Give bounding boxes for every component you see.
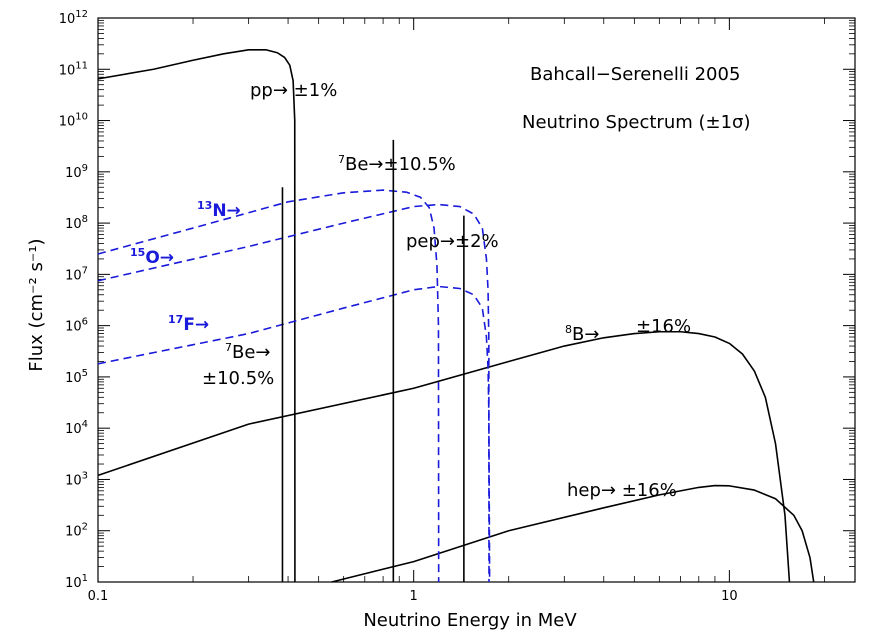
x-axis-title: Neutrino Energy in MeV — [363, 610, 577, 631]
label-be7-high: 7Be→±10.5% — [338, 153, 456, 175]
y-tick-label: 102 — [65, 522, 88, 540]
plot-frame — [97, 17, 856, 583]
y-axis-title: Flux (cm⁻² s⁻¹) — [26, 238, 47, 371]
label-o15: 15O→ — [130, 246, 174, 268]
y-tick-label: 101 — [65, 573, 88, 591]
y-tick-label: 1010 — [59, 112, 88, 130]
chart-title: Bahcall−Serenelli 2005 — [530, 64, 740, 85]
label-f17: 17F→ — [168, 313, 209, 335]
label-b8: 8B→ — [565, 323, 599, 345]
y-tick-label: 109 — [65, 163, 88, 181]
label-n13: 13N→ — [197, 199, 241, 221]
x-tick-label: 10 — [721, 589, 738, 604]
x-tick-label: 1 — [410, 589, 418, 604]
x-tick-label: 0.1 — [88, 589, 109, 604]
label-be7-low-unc: ±10.5% — [202, 368, 274, 389]
y-tick-label: 104 — [65, 419, 88, 437]
y-tick-label: 107 — [65, 265, 88, 283]
label-b8-uncertainty: ±16% — [636, 316, 691, 337]
y-tick-label: 106 — [65, 317, 88, 335]
label-pep: pep→±2% — [406, 231, 499, 252]
series-8b — [97, 330, 791, 583]
y-tick-label: 1012 — [59, 9, 88, 27]
chart-subtitle: Neutrino Spectrum (±1σ) — [522, 112, 750, 133]
series-15o — [97, 203, 490, 583]
series-hep — [331, 484, 815, 583]
label-hep: hep→ ±16% — [567, 480, 677, 501]
line-spectra-group — [281, 139, 465, 582]
y-tick-label: 1011 — [59, 60, 88, 78]
plot-border — [97, 17, 856, 583]
y-tick-label: 103 — [65, 470, 88, 488]
series-pp — [97, 48, 296, 583]
series-group — [97, 48, 815, 583]
label-be7-low: 7Be→ — [225, 341, 271, 363]
series-17f — [97, 285, 491, 583]
y-tick-label: 105 — [65, 368, 88, 386]
label-pp: pp→ ±1% — [250, 80, 337, 101]
y-tick-label: 108 — [65, 214, 88, 232]
axis-ticks: 1011021031041051061071081091010101110120… — [59, 9, 855, 604]
